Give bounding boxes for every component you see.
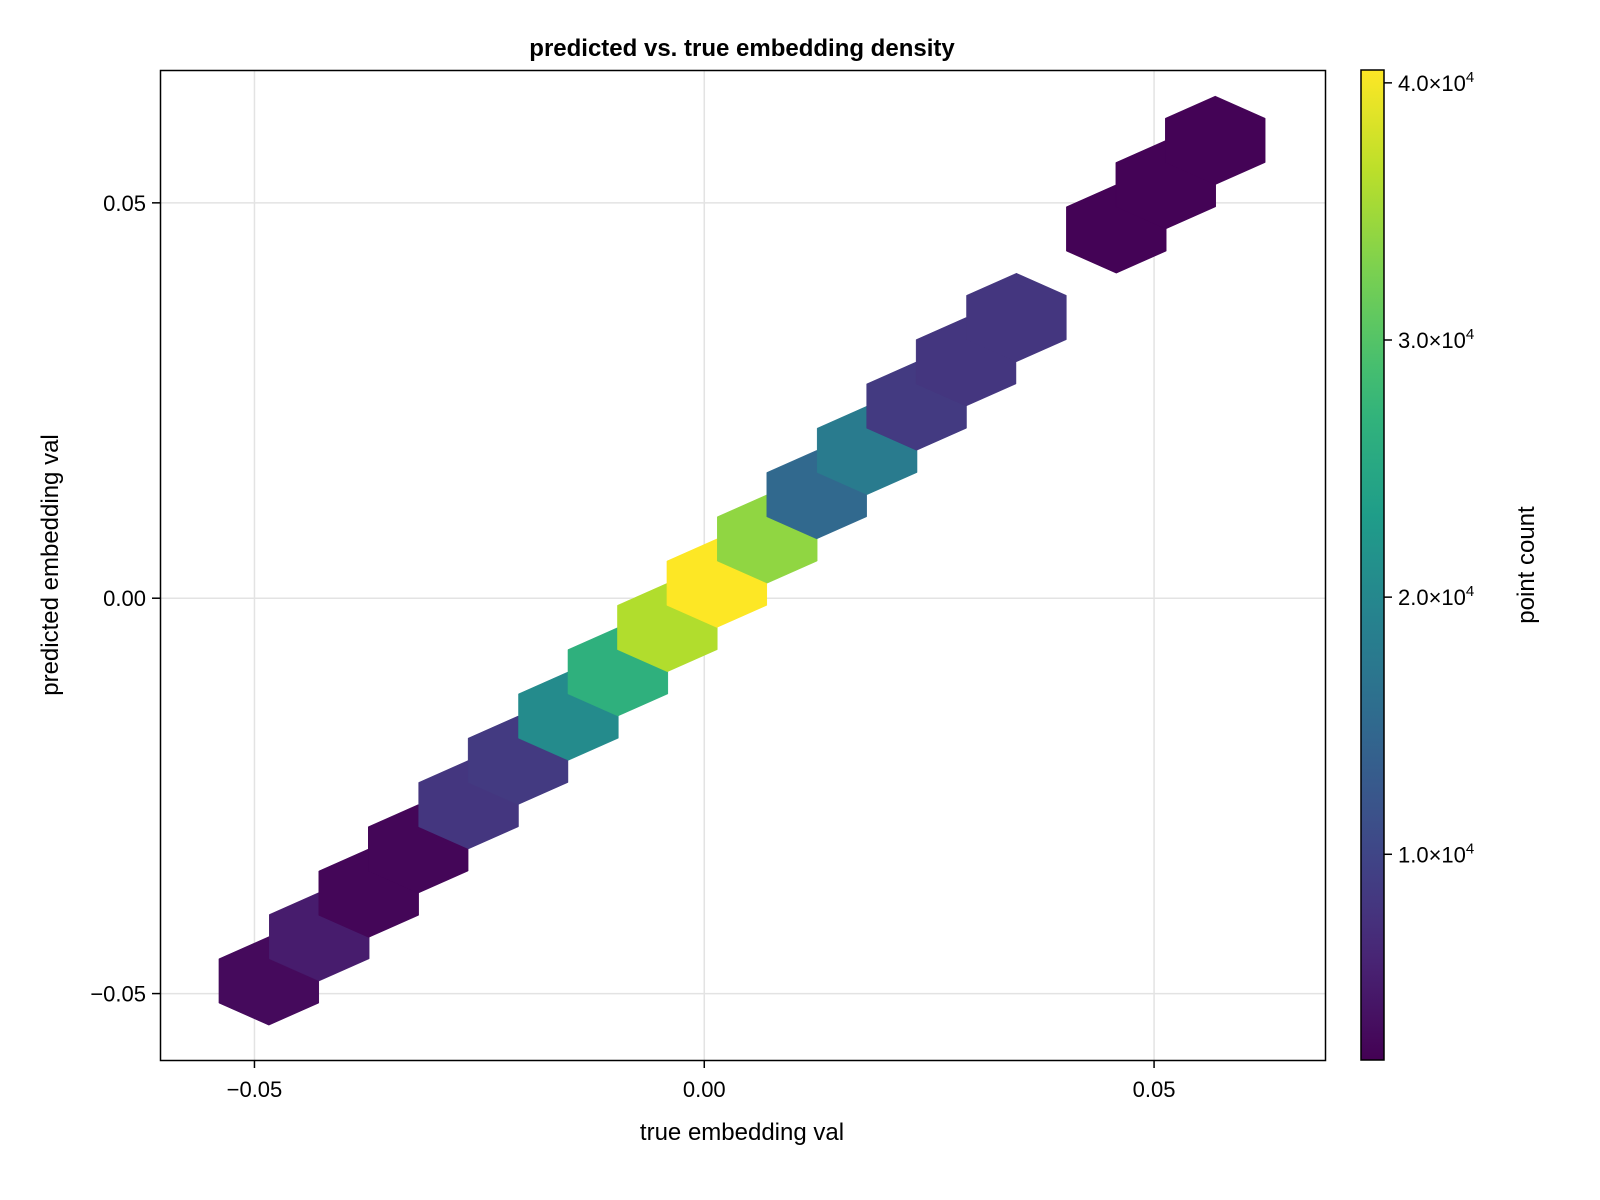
x-tick-label: 0.05 — [1133, 1077, 1176, 1102]
colorbar-tick-label: 4.0×104 — [1398, 69, 1474, 96]
colorbar-frame — [1360, 69, 1385, 1061]
y-axis-label: predicted embedding val — [37, 434, 64, 696]
x-axis-label: true embedding val — [640, 1119, 844, 1146]
x-tick-label: −0.05 — [227, 1077, 283, 1102]
colorbar-tick-label: 1.0×104 — [1398, 840, 1474, 867]
colorbar-label: point count — [1513, 506, 1540, 624]
y-axis: −0.05 0.00 0.05 — [90, 191, 160, 1007]
y-tick-label: 0.00 — [103, 586, 146, 611]
colorbar-ticks: 1.0×104 2.0×104 3.0×104 4.0×104 — [1384, 69, 1474, 867]
colorbar-gradient — [1361, 70, 1384, 1060]
hexbin — [1165, 95, 1266, 185]
hexbin — [966, 272, 1067, 363]
y-tick-label: −0.05 — [90, 982, 146, 1007]
x-axis: −0.05 0.00 0.05 — [227, 1060, 1176, 1102]
chart-title: predicted vs. true embedding density — [529, 35, 955, 62]
colorbar-tick-label: 2.0×104 — [1398, 583, 1474, 610]
colorbar: 1.0×104 2.0×104 3.0×104 4.0×104 point count — [1360, 69, 1540, 1061]
y-tick-label: 0.05 — [103, 191, 146, 216]
plot-frame — [159, 69, 1327, 1062]
colorbar-tick-label: 3.0×104 — [1398, 326, 1474, 353]
x-tick-label: 0.00 — [683, 1077, 726, 1102]
hexbin-layer — [218, 95, 1266, 1026]
